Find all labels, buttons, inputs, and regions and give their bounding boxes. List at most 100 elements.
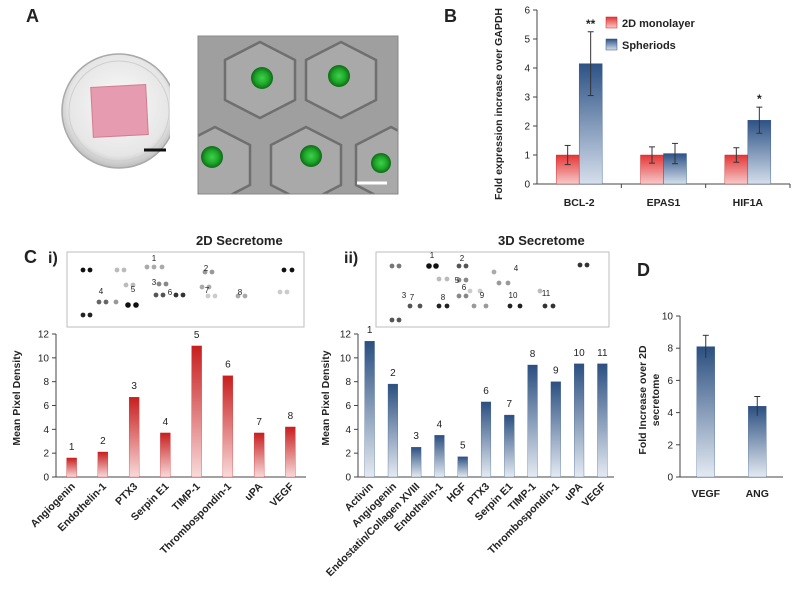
blot-ii-spot	[584, 262, 590, 268]
blot-i-spot	[113, 299, 119, 305]
ci-ytick-label: 6	[43, 401, 49, 412]
blot-ii-spot	[550, 303, 556, 309]
blot-i-spot-number: 8	[238, 288, 243, 297]
blot-i-spot	[133, 302, 139, 308]
blot-ii-spot	[456, 263, 462, 269]
blot-i-spot	[206, 284, 212, 290]
ci-data-label: 5	[194, 330, 200, 341]
b-ytick-label: 5	[524, 35, 530, 46]
cii-data-label: 2	[390, 368, 396, 379]
cii-data-label: 5	[460, 441, 466, 452]
legend-swatch-2d	[605, 16, 618, 29]
cii-data-label: 4	[437, 419, 443, 430]
cii-ytick-label: 8	[345, 377, 351, 388]
blot-ii-spot	[456, 293, 462, 299]
blot-i-spot	[199, 284, 205, 290]
ci-ytick-label: 0	[43, 473, 49, 484]
array-blot-3d: 1 2 3 4 56 7 8 9 10 11	[375, 251, 610, 328]
blot-ii-spot-number: 1	[430, 251, 435, 260]
microwell-micrograph	[170, 30, 438, 210]
d-ytick-label: 10	[662, 312, 674, 323]
blot-ii-spot-number: 6	[462, 283, 467, 292]
panel-ci-label: i)	[48, 250, 58, 267]
blot-ii-spot	[396, 263, 402, 269]
b-category-label: EPAS1	[647, 197, 681, 209]
cii-bar	[434, 435, 445, 478]
panel-b-legend: 2D monolayer Spheriods	[605, 16, 695, 52]
cii-ytick-label: 12	[340, 330, 352, 341]
panel-cii-title: 3D Secretome	[498, 233, 585, 248]
blot-i-spot	[121, 267, 127, 273]
blot-ii-spot-number: 5	[455, 276, 460, 285]
cii-bar	[364, 340, 375, 478]
cii-data-label: 9	[553, 366, 559, 377]
blot-ii-spot	[496, 280, 502, 286]
culture-dish-photo	[58, 53, 180, 169]
cii-data-label: 10	[574, 348, 586, 359]
blot-ii-spot	[471, 303, 477, 309]
b-ytick-label: 3	[524, 93, 530, 104]
cii-ytick-label: 2	[345, 449, 351, 460]
blot-i-spot	[281, 267, 287, 273]
blot-i-spot	[144, 264, 150, 270]
b-ytick-label: 0	[524, 180, 530, 191]
panel-cii-ylabel: Mean Pixel Density	[320, 350, 332, 445]
cii-data-label: 1	[367, 325, 373, 336]
cii-bar	[411, 447, 422, 478]
blot-ii-spot	[396, 317, 402, 323]
blot-ii-spot-number: 8	[441, 293, 446, 302]
ci-bar	[285, 426, 296, 478]
b-significance-label: **	[586, 17, 596, 31]
blot-i-spot	[80, 312, 86, 318]
d-ytick-label: 6	[667, 376, 673, 387]
panel-cii-label: ii)	[344, 250, 358, 267]
blot-ii-spot-number: 10	[509, 291, 518, 300]
blot-i-spot	[156, 281, 162, 287]
panel-d-ylabel-line2: secretome	[650, 374, 662, 427]
blot-i-spot	[160, 292, 166, 298]
panel-a-label: A	[26, 6, 39, 26]
cii-bar	[527, 364, 538, 478]
ci-data-label: 4	[163, 417, 169, 428]
blot-i-spot	[87, 312, 93, 318]
cii-ytick-label: 4	[345, 425, 351, 436]
panel-d-ylabel-line1: Fold Increase over 2D	[637, 345, 649, 455]
blot-i-spot-number: 5	[131, 285, 136, 294]
ci-ytick-label: 4	[43, 425, 49, 436]
b-ytick-label: 4	[524, 64, 530, 75]
cii-bar	[504, 414, 515, 478]
blot-i-spot-number: 7	[205, 286, 210, 295]
b-ytick-label: 6	[524, 6, 530, 17]
blot-i-spot	[242, 293, 248, 299]
d-bar	[696, 346, 715, 478]
blot-ii-spot	[463, 263, 469, 269]
panel-d: D 0 2 4 6 8 10 VEGF ANG Fold Increase over 2D s…	[637, 260, 783, 500]
cii-category-label: Endostatin/Collagen XVIII	[324, 481, 422, 579]
cii-bar	[457, 456, 468, 478]
blot-ii-spot	[444, 303, 450, 309]
ci-ytick-label: 12	[38, 330, 50, 341]
ci-data-label: 3	[131, 381, 137, 392]
legend-label-2d: 2D monolayer	[622, 18, 695, 30]
blot-ii-spot	[463, 293, 469, 299]
blot-i-spot	[87, 267, 93, 273]
blot-i-spot	[180, 292, 186, 298]
blot-ii-spot-number: 9	[480, 291, 485, 300]
cii-ytick-label: 0	[345, 473, 351, 484]
ci-data-label: 6	[225, 360, 231, 371]
cii-category-label: VEGF	[580, 480, 609, 509]
cii-data-label: 6	[483, 386, 489, 397]
blot-i-spot	[96, 299, 102, 305]
b-category-label: BCL-2	[564, 197, 595, 209]
blot-ii-spot	[389, 263, 395, 269]
cii-ytick-label: 10	[340, 353, 352, 364]
panel-b-label: B	[444, 6, 457, 26]
blot-i-spot	[212, 293, 218, 299]
cii-bar	[550, 381, 561, 478]
ci-data-label: 2	[100, 436, 106, 447]
cii-data-label: 11	[597, 348, 608, 359]
